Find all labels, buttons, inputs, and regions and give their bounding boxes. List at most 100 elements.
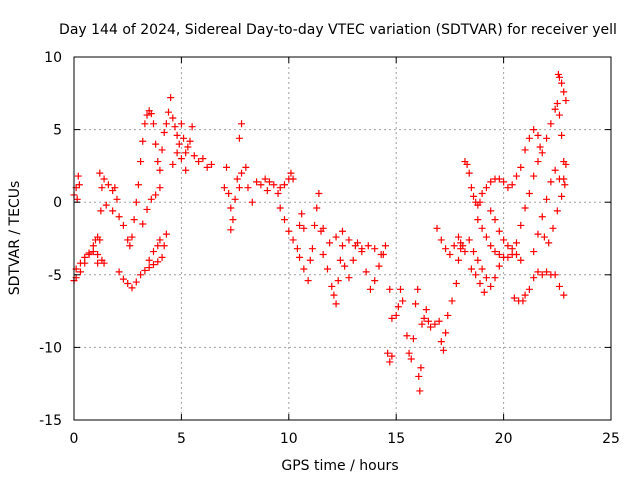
- data-point: [199, 155, 207, 163]
- data-point: [188, 123, 196, 131]
- data-point: [536, 143, 544, 151]
- data-point: [167, 94, 175, 102]
- data-point: [442, 329, 450, 337]
- data-point: [100, 259, 108, 267]
- data-point: [169, 114, 177, 122]
- plot-frame: [73, 56, 612, 421]
- data-point: [392, 311, 400, 319]
- data-point: [207, 160, 215, 168]
- data-point: [319, 224, 327, 232]
- data-point: [431, 320, 439, 328]
- data-point: [358, 248, 366, 256]
- data-point: [281, 216, 289, 224]
- data-point: [478, 265, 486, 273]
- data-point: [377, 250, 385, 258]
- data-point: [437, 236, 445, 244]
- data-point: [530, 126, 538, 134]
- data-point: [504, 242, 512, 250]
- data-point: [270, 181, 278, 189]
- data-points: [70, 70, 570, 395]
- data-point: [381, 242, 389, 250]
- data-point: [162, 230, 170, 238]
- data-point: [424, 317, 432, 325]
- data-point: [517, 163, 525, 171]
- data-point: [119, 221, 127, 229]
- data-point: [253, 178, 261, 186]
- data-point: [152, 140, 160, 148]
- data-point: [467, 184, 475, 192]
- data-point: [487, 207, 495, 215]
- data-point: [491, 274, 499, 282]
- data-point: [119, 275, 127, 283]
- data-point: [227, 204, 235, 212]
- data-point: [285, 227, 293, 235]
- data-point: [238, 120, 246, 128]
- data-point: [388, 352, 396, 360]
- y-axis-label: SDTVAR / TECUs: [7, 181, 23, 296]
- data-point: [345, 236, 353, 244]
- data-point: [311, 221, 319, 229]
- data-point: [444, 311, 452, 319]
- data-point: [549, 224, 557, 232]
- data-point: [171, 123, 179, 131]
- data-point: [349, 256, 357, 264]
- data-point: [242, 163, 250, 171]
- data-point: [182, 166, 190, 174]
- data-point: [543, 268, 551, 276]
- data-point: [495, 175, 503, 183]
- data-point: [435, 317, 443, 325]
- data-point: [315, 189, 323, 197]
- data-point: [472, 271, 480, 279]
- data-point: [517, 256, 525, 264]
- data-point: [147, 110, 155, 118]
- data-point: [160, 242, 168, 250]
- data-point: [339, 227, 346, 235]
- y-tick-label: 5: [53, 123, 62, 139]
- data-point: [427, 323, 435, 331]
- data-point: [478, 224, 486, 232]
- data-point: [558, 192, 566, 200]
- data-point: [463, 160, 471, 168]
- data-point: [169, 160, 177, 168]
- data-point: [149, 248, 157, 256]
- data-point: [73, 195, 81, 203]
- data-point: [508, 245, 516, 253]
- data-point: [417, 364, 425, 372]
- data-point: [124, 280, 132, 288]
- data-point: [555, 73, 563, 81]
- data-point: [203, 163, 211, 171]
- data-point: [521, 291, 529, 299]
- data-point: [296, 221, 304, 229]
- data-point: [396, 285, 404, 293]
- data-point: [534, 230, 542, 238]
- y-tick-label: -10: [39, 340, 62, 356]
- data-point: [547, 120, 555, 128]
- data-point: [439, 346, 447, 354]
- y-tick-label: -15: [39, 413, 62, 429]
- data-point: [177, 120, 185, 128]
- data-point: [467, 265, 475, 273]
- data-point: [403, 332, 411, 340]
- data-point: [525, 285, 533, 293]
- data-point: [85, 249, 93, 257]
- data-point: [560, 88, 568, 96]
- data-point: [319, 250, 327, 258]
- data-point: [306, 256, 314, 264]
- data-point: [330, 291, 338, 299]
- data-point: [487, 178, 495, 186]
- data-point: [304, 277, 312, 285]
- data-point: [500, 236, 508, 244]
- data-point: [244, 184, 252, 192]
- data-point: [104, 181, 112, 189]
- data-point: [553, 207, 561, 215]
- data-point: [156, 236, 164, 244]
- data-point: [149, 261, 157, 269]
- data-point: [465, 236, 473, 244]
- data-point: [124, 236, 132, 244]
- data-point: [504, 253, 512, 261]
- data-point: [326, 239, 334, 247]
- data-point: [543, 134, 551, 142]
- data-point: [437, 338, 445, 346]
- data-point: [186, 137, 194, 145]
